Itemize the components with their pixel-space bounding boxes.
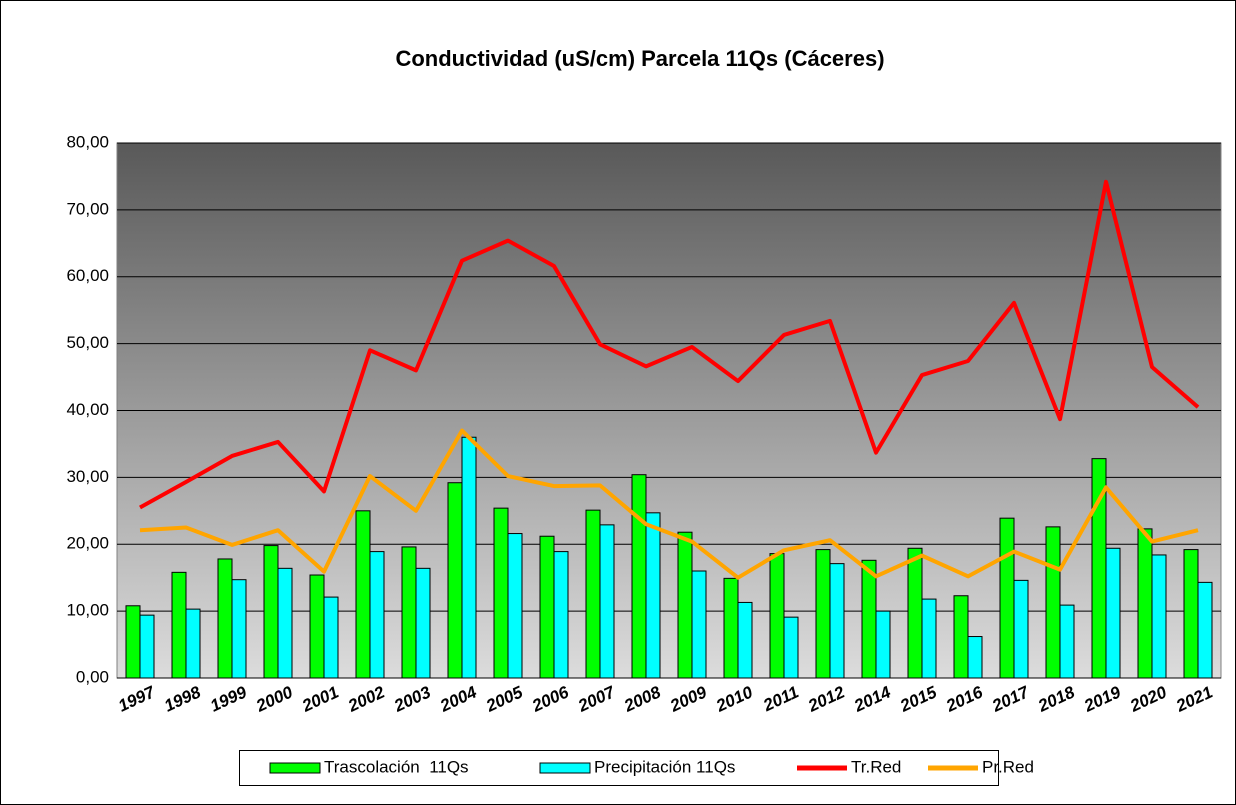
y-tick-label: 20,00: [66, 534, 109, 553]
legend-swatch: [539, 762, 591, 774]
legend-label: Precipitación 11Qs: [594, 757, 735, 776]
bar: [539, 535, 555, 679]
bar: [171, 571, 187, 679]
bar: [461, 436, 477, 679]
y-tick-label: 30,00: [66, 467, 109, 486]
bar: [1183, 549, 1199, 679]
line: [139, 179, 1200, 510]
bar: [309, 574, 325, 679]
legend-swatch: [269, 762, 321, 774]
y-tick-label: 0,00: [76, 667, 109, 686]
bar: [139, 614, 155, 679]
bar: [1059, 604, 1075, 679]
bar: [185, 608, 201, 679]
y-tick-label: 40,00: [66, 400, 109, 419]
y-tick-label: 80,00: [66, 132, 109, 151]
bar: [553, 551, 569, 679]
bar: [447, 482, 463, 679]
bar: [829, 563, 845, 679]
bar: [723, 577, 739, 679]
bar: [1151, 554, 1167, 679]
y-tick-label: 50,00: [66, 333, 109, 352]
bar: [737, 601, 753, 679]
bar: [769, 553, 785, 679]
bar: [907, 547, 923, 679]
bar: [815, 549, 831, 679]
bar: [875, 610, 891, 679]
bar: [263, 545, 279, 679]
bar: [1013, 579, 1029, 679]
bar: [323, 596, 339, 679]
legend: [239, 750, 999, 786]
line: [139, 428, 1199, 580]
bar: [585, 509, 601, 679]
bar: [355, 510, 371, 679]
bar: [999, 517, 1015, 679]
y-tick-label: 60,00: [66, 266, 109, 285]
bar: [691, 570, 707, 679]
bar: [645, 512, 661, 679]
bar: [967, 636, 983, 679]
bar: [921, 598, 937, 679]
bar: [415, 567, 431, 679]
bar: [231, 579, 247, 679]
bar: [1197, 581, 1213, 679]
bar: [861, 559, 877, 679]
bar: [1137, 528, 1153, 679]
chart-title: Conductividad (uS/cm) Parcela 11Qs (Cáce…: [395, 46, 884, 71]
bar: [677, 531, 693, 679]
bar: [783, 616, 799, 679]
bar: [1045, 526, 1061, 679]
bar: [631, 474, 647, 679]
bar: [599, 524, 615, 679]
bar: [1105, 547, 1121, 679]
y-tick-label: 70,00: [66, 199, 109, 218]
bar: [217, 558, 233, 679]
bar: [369, 551, 385, 679]
legend-label: Tr.Red: [851, 757, 901, 776]
bar: [493, 507, 509, 679]
bar: [401, 546, 417, 679]
legend-label: Trascolación 11Qs: [324, 757, 469, 776]
bar: [507, 533, 523, 679]
y-tick-label: 10,00: [66, 601, 109, 620]
bar: [953, 595, 969, 679]
bar: [125, 605, 141, 679]
legend-label: Pr.Red: [982, 757, 1034, 776]
bar: [277, 567, 293, 679]
